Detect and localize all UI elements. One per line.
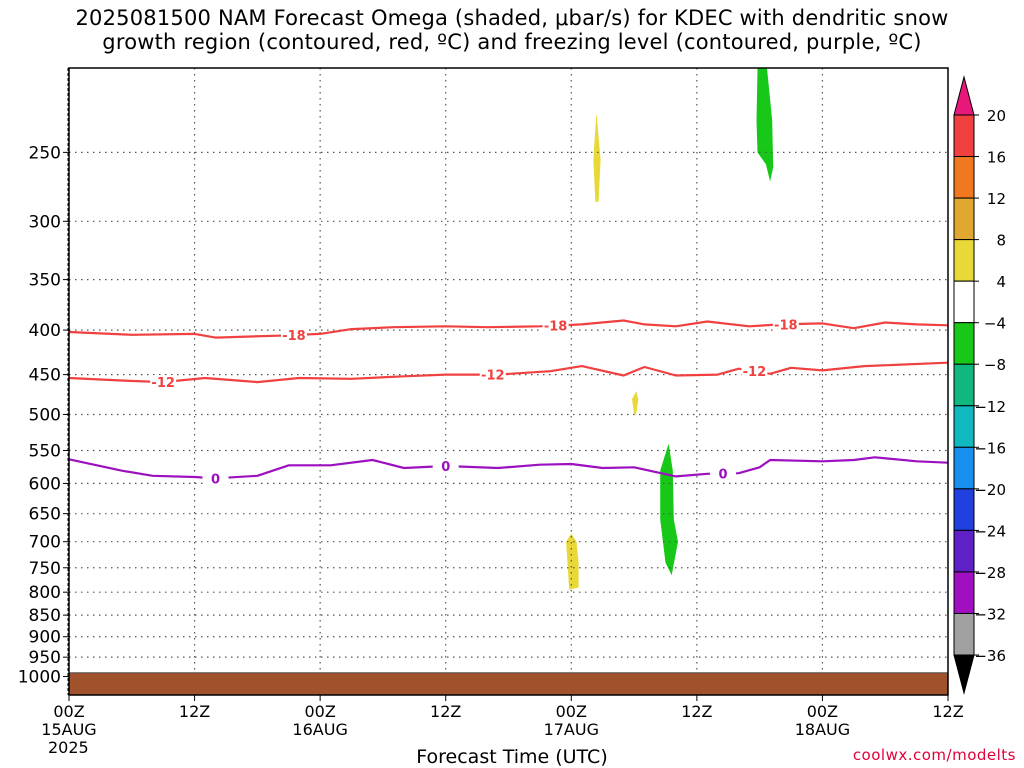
contour-label-bg-0-2: [772, 317, 799, 332]
colorbar-bottom-arrow: [953, 654, 975, 695]
colorbar-label-8: −16: [974, 439, 1006, 457]
omega-shaded-regions: [566, 68, 774, 590]
y-tick-label-450: 450: [29, 366, 61, 386]
x-tick-sublabel-2: 16AUG: [292, 720, 347, 739]
x-tick-label-6: 00Z: [807, 702, 838, 721]
colorbar-label-2: 12: [987, 190, 1006, 208]
colorbar-box-2: [953, 197, 975, 241]
contour-label-0-0: -18: [282, 329, 306, 344]
omega-shade-2: [566, 533, 579, 590]
contour-line-2: [68, 456, 949, 480]
plot-border: [68, 67, 949, 696]
chart-title-line-1: 2025081500 NAM Forecast Omega (shaded, μ…: [75, 6, 949, 30]
x-tick-sublabel-4: 17AUG: [544, 720, 599, 739]
x-axis-year-label: 2025: [48, 738, 89, 757]
colorbar-label-6: −8: [984, 356, 1006, 374]
chart-title-line-2: growth region (contoured, red, ºC) and f…: [102, 30, 922, 54]
temperature-contours: -18 -18 -18 -12 -12 -12 0 0 0: [68, 317, 949, 487]
contour-label-2-0: 0: [211, 472, 220, 487]
colorbar-label-12: −32: [974, 605, 1006, 623]
y-tick-label-500: 500: [29, 405, 61, 425]
colorbar-box-11: [953, 571, 975, 614]
colorbar-label-3: 8: [996, 232, 1006, 250]
colorbar-label-13: −36: [974, 647, 1006, 665]
colorbar-label-5: −4: [984, 315, 1006, 333]
colorbar-label-4: 4: [996, 273, 1006, 291]
omega-shade-3: [660, 443, 678, 576]
colorbar-box-6: [953, 363, 975, 407]
colorbar-box-4: [953, 280, 975, 324]
omega-shade-1: [632, 391, 639, 415]
contour-label-bg-1-1: [479, 367, 506, 382]
y-tick-label-800: 800: [29, 583, 61, 603]
contour-line-1: [68, 361, 949, 384]
colorbar-top-arrow: [953, 75, 975, 116]
x-tick-sublabel-6: 18AUG: [795, 720, 850, 739]
terrain-fill: [69, 672, 948, 695]
contour-label-1-1: -12: [481, 369, 505, 384]
contour-label-bg-1-0: [150, 375, 177, 390]
contour-label-1-2: -12: [743, 365, 767, 380]
y-axis-ticks: 2503003504004505005506006507007508008509…: [18, 143, 69, 688]
contour-label-2-2: 0: [718, 468, 727, 483]
colorbar-box-12: [953, 612, 975, 656]
y-tick-label-600: 600: [29, 474, 61, 494]
colorbar-box-5: [953, 322, 975, 365]
credit-link[interactable]: coolwx.com/modelts: [852, 746, 1016, 764]
x-tick-label-5: 12Z: [681, 702, 712, 721]
omega-shade-0: [593, 112, 601, 202]
terrain-layer: [69, 672, 948, 695]
omega-shade-4: [756, 68, 774, 182]
x-tick-label-0: 00Z: [53, 702, 84, 721]
y-tick-label-1000: 1000: [18, 668, 61, 688]
x-tick-sublabel-0: 15AUG: [41, 720, 96, 739]
colorbar-label-0: 20: [987, 107, 1006, 125]
omega-colorbar: 20 16 12 8 4 −4 −8 −12 −16 −20 −24 −28 −32 −36: [953, 75, 1006, 695]
colorbar-label-7: −12: [974, 398, 1006, 416]
grid-lines: [69, 68, 948, 695]
y-tick-label-350: 350: [29, 271, 61, 291]
contour-label-bg-2-1: [432, 458, 459, 473]
x-tick-label-3: 12Z: [430, 702, 461, 721]
contour-label-bg-0-0: [280, 328, 307, 343]
colorbar-box-0: [953, 114, 975, 158]
y-tick-label-650: 650: [29, 505, 61, 525]
contour-label-0-2: -18: [774, 318, 798, 333]
y-tick-label-550: 550: [29, 442, 61, 462]
y-tick-label-250: 250: [29, 143, 61, 163]
colorbar-box-3: [953, 239, 975, 282]
x-tick-label-2: 00Z: [304, 702, 335, 721]
colorbar-box-10: [953, 529, 975, 573]
contour-label-bg-2-0: [202, 471, 229, 486]
colorbar-label-9: −20: [974, 481, 1006, 499]
x-tick-label-4: 00Z: [556, 702, 587, 721]
contour-label-1-0: -12: [151, 376, 175, 391]
y-tick-label-950: 950: [29, 648, 61, 668]
y-tick-label-900: 900: [29, 628, 61, 648]
x-tick-label-1: 12Z: [179, 702, 210, 721]
colorbar-label-1: 16: [987, 149, 1006, 167]
y-tick-label-750: 750: [29, 559, 61, 579]
contour-label-bg-2-2: [710, 466, 737, 481]
y-tick-label-400: 400: [29, 321, 61, 341]
x-tick-label-7: 12Z: [932, 702, 963, 721]
colorbar-box-1: [953, 156, 975, 199]
contour-label-2-1: 0: [441, 460, 450, 475]
colorbar-label-11: −28: [974, 564, 1006, 582]
x-axis-title: Forecast Time (UTC): [416, 746, 608, 768]
colorbar-box-9: [953, 488, 975, 531]
colorbar-label-10: −24: [974, 522, 1006, 540]
y-tick-label-850: 850: [29, 606, 61, 626]
y-tick-label-700: 700: [29, 533, 61, 553]
y-tick-label-300: 300: [29, 212, 61, 232]
colorbar-box-8: [953, 446, 975, 490]
contour-label-bg-1-2: [741, 364, 768, 379]
contour-line-0: [68, 319, 949, 339]
contour-label-bg-0-1: [542, 318, 569, 333]
colorbar-box-7: [953, 405, 975, 448]
plot-frame: [67, 67, 949, 696]
contour-label-0-1: -18: [544, 320, 568, 335]
